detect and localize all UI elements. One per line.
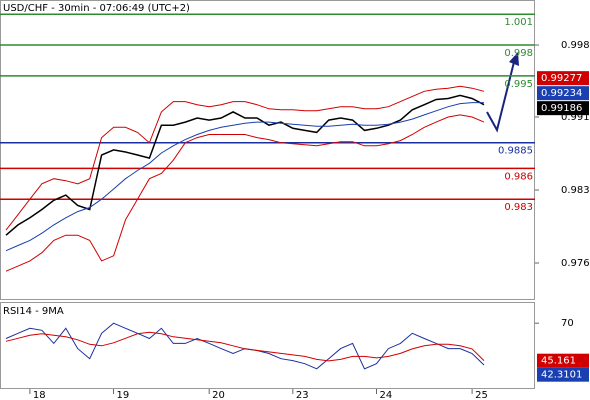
series-line [5,114,485,272]
price-tag [537,367,589,382]
price-tag [537,353,589,368]
rsi-panel [0,302,535,389]
price-tag [537,71,589,86]
x-tick-label: 25 [475,390,488,400]
price-tag-label: 0.99186 [541,103,582,114]
chart-title: USD/CHF - 30min - 07:06:49 (UTC+2) [3,3,190,14]
series-line [5,94,485,236]
level-label: 0.995 [504,79,533,90]
series-line [5,102,484,252]
main-panel [0,0,535,300]
level-label: 0.998 [504,48,533,59]
level-label: 0.986 [504,171,533,182]
price-tag [537,86,589,101]
forecast-arrowhead [509,52,519,66]
x-tick-label: 18 [33,390,46,400]
price-tag-label: 0.99234 [541,88,582,99]
y-tick-label: 70 [561,318,574,329]
price-tag-label: 42.3101 [541,370,582,381]
x-tick-label: 24 [379,390,392,400]
level-label: 1.001 [504,17,533,28]
x-tick-label: 20 [212,390,225,400]
y-tick-label: 0.9768 [561,258,590,269]
price-tag-label: 45.161 [541,356,576,367]
series-line [5,85,485,231]
y-tick-label: 0.9839 [561,185,590,196]
level-label: 0.983 [504,202,533,213]
forecast-arrow [486,61,515,133]
price-tag-label: 0.99277 [541,73,582,84]
x-tick-label: 19 [117,390,130,400]
x-tick-label: 23 [296,390,309,400]
price-tag [537,101,589,116]
level-label: 0.9885 [498,146,533,157]
rsi-title: RSI14 - 9MA [3,306,64,317]
series-line [5,331,485,362]
